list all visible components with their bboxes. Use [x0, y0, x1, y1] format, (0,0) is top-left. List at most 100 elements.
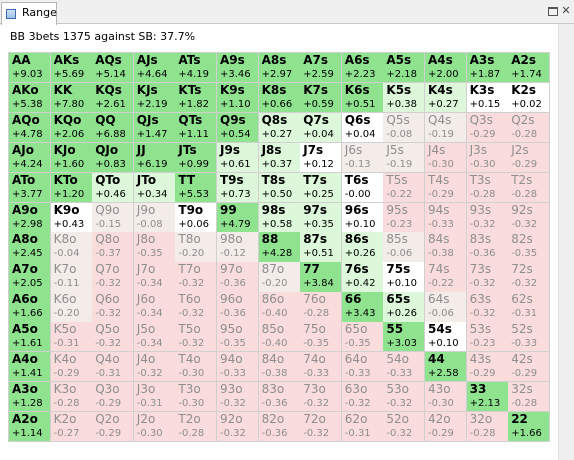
hand-cell[interactable]: T6o -0.32 [175, 292, 218, 323]
vertical-scrollbar[interactable] [558, 24, 574, 460]
hand-cell[interactable]: Q6s +0.04 [341, 112, 384, 144]
hand-cell[interactable]: K8s +0.66 [258, 82, 301, 114]
hand-cell[interactable]: 94o -0.33 [217, 352, 260, 383]
hand-cell[interactable]: Q2s -0.28 [508, 112, 551, 144]
hand-cell[interactable]: 65s +0.26 [383, 292, 426, 323]
hand-cell[interactable]: Q9s +0.54 [217, 112, 260, 144]
hand-cell[interactable]: K9o +0.43 [50, 202, 93, 233]
hand-cell[interactable]: 95o -0.35 [217, 322, 260, 353]
hand-cell[interactable]: 63o -0.32 [341, 381, 384, 413]
hand-cell[interactable]: 86o -0.40 [258, 292, 301, 323]
hand-cell[interactable]: 52o -0.32 [383, 411, 426, 443]
hand-cell[interactable]: J9s +0.61 [217, 142, 260, 174]
hand-cell[interactable]: A2s +1.74 [508, 53, 551, 84]
hand-cell[interactable]: KK +7.80 [50, 82, 93, 114]
hand-cell[interactable]: J2s -0.29 [508, 142, 551, 174]
hand-cell[interactable]: T8s +0.50 [258, 172, 301, 203]
hand-cell[interactable]: AJo +4.24 [9, 142, 52, 174]
hand-cell[interactable]: Q4s -0.19 [425, 112, 468, 144]
hand-cell[interactable]: 83s -0.36 [466, 232, 509, 263]
close-window-icon[interactable]: ✕ [561, 4, 571, 17]
hand-cell[interactable]: 95s -0.23 [383, 202, 426, 233]
hand-cell[interactable]: A5o +1.61 [9, 322, 52, 353]
hand-cell[interactable]: TT +5.53 [175, 172, 218, 203]
hand-cell[interactable]: J9o -0.08 [133, 202, 176, 233]
hand-cell[interactable]: 76s +0.42 [341, 262, 384, 293]
hand-cell[interactable]: J5s -0.19 [383, 142, 426, 174]
hand-cell[interactable]: K5o -0.31 [50, 322, 93, 353]
hand-cell[interactable]: 33 +2.13 [466, 381, 509, 413]
hand-cell[interactable]: 88 +4.28 [258, 232, 301, 263]
hand-cell[interactable]: 65o -0.35 [341, 322, 384, 353]
hand-cell[interactable]: JJ +6.19 [133, 142, 176, 174]
hand-cell[interactable]: K4o -0.29 [50, 352, 93, 383]
hand-cell[interactable]: QTs +1.11 [175, 112, 218, 144]
hand-cell[interactable]: AKs +5.69 [50, 53, 93, 84]
hand-cell[interactable]: 96s +0.10 [341, 202, 384, 233]
hand-cell[interactable]: QQ +6.88 [92, 112, 135, 144]
hand-cell[interactable]: T3o -0.30 [175, 381, 218, 413]
hand-cell[interactable]: AQs +5.14 [92, 53, 135, 84]
hand-cell[interactable]: K5s +0.38 [383, 82, 426, 114]
hand-cell[interactable]: 99 +4.79 [217, 202, 260, 233]
hand-cell[interactable]: J4o -0.32 [133, 352, 176, 383]
hand-cell[interactable]: 97o -0.36 [217, 262, 260, 293]
hand-cell[interactable]: 73s -0.32 [466, 262, 509, 293]
hand-cell[interactable]: 93o -0.32 [217, 381, 260, 413]
hand-cell[interactable]: 82s -0.35 [508, 232, 551, 263]
hand-cell[interactable]: QJo +0.83 [92, 142, 135, 174]
hand-cell[interactable]: A2o +1.14 [9, 411, 52, 443]
hand-cell[interactable]: J2o -0.30 [133, 411, 176, 443]
hand-cell[interactable]: K3o -0.28 [50, 381, 93, 413]
hand-cell[interactable]: 43s -0.29 [466, 352, 509, 383]
hand-cell[interactable]: J3s -0.30 [466, 142, 509, 174]
hand-cell[interactable]: K7s +0.59 [300, 82, 343, 114]
hand-cell[interactable]: JTs +0.99 [175, 142, 218, 174]
hand-cell[interactable]: A8o +2.45 [9, 232, 52, 263]
hand-cell[interactable]: 22 +1.66 [508, 411, 551, 443]
hand-cell[interactable]: Q8o -0.37 [92, 232, 135, 263]
hand-cell[interactable]: J7s +0.12 [300, 142, 343, 174]
hand-cell[interactable]: AKo +5.38 [9, 82, 52, 114]
hand-cell[interactable]: KJs +2.19 [133, 82, 176, 114]
hand-cell[interactable]: J8o -0.35 [133, 232, 176, 263]
hand-cell[interactable]: ATo +3.77 [9, 172, 52, 203]
hand-cell[interactable]: 62s -0.31 [508, 292, 551, 323]
hand-cell[interactable]: 74o -0.33 [300, 352, 343, 383]
hand-cell[interactable]: Q5o -0.32 [92, 322, 135, 353]
hand-cell[interactable]: K4s +0.27 [425, 82, 468, 114]
hand-cell[interactable]: A3s +1.87 [466, 53, 509, 84]
hand-cell[interactable]: 82o -0.36 [258, 411, 301, 443]
hand-cell[interactable]: 64s -0.06 [425, 292, 468, 323]
hand-cell[interactable]: Q4o -0.31 [92, 352, 135, 383]
hand-cell[interactable]: T2s -0.28 [508, 172, 551, 203]
hand-cell[interactable]: K2s +0.02 [508, 82, 551, 114]
hand-cell[interactable]: 52s -0.33 [508, 322, 551, 353]
hand-cell[interactable]: 32s -0.28 [508, 381, 551, 413]
hand-cell[interactable]: K7o -0.11 [50, 262, 93, 293]
hand-cell[interactable]: A4s +2.00 [425, 53, 468, 84]
hand-cell[interactable]: 54o -0.33 [383, 352, 426, 383]
hand-cell[interactable]: T4s -0.29 [425, 172, 468, 203]
hand-cell[interactable]: 85o -0.40 [258, 322, 301, 353]
hand-cell[interactable]: AQo +4.78 [9, 112, 52, 144]
hand-cell[interactable]: 84o -0.38 [258, 352, 301, 383]
hand-cell[interactable]: Q9o -0.15 [92, 202, 135, 233]
hand-cell[interactable]: T4o -0.30 [175, 352, 218, 383]
hand-cell[interactable]: T9s +0.73 [217, 172, 260, 203]
hand-cell[interactable]: 72o -0.32 [300, 411, 343, 443]
hand-cell[interactable]: A7s +2.59 [300, 53, 343, 84]
hand-cell[interactable]: 93s -0.32 [466, 202, 509, 233]
hand-cell[interactable]: Q7o -0.32 [92, 262, 135, 293]
hand-cell[interactable]: AA +9.03 [9, 53, 52, 84]
hand-cell[interactable]: 42s -0.29 [508, 352, 551, 383]
hand-cell[interactable]: 96o -0.36 [217, 292, 260, 323]
hand-cell[interactable]: A4o +1.41 [9, 352, 52, 383]
hand-cell[interactable]: T6s -0.00 [341, 172, 384, 203]
hand-cell[interactable]: 53o -0.32 [383, 381, 426, 413]
hand-cell[interactable]: A3o +1.28 [9, 381, 52, 413]
hand-cell[interactable]: T5s -0.22 [383, 172, 426, 203]
hand-cell[interactable]: T7o -0.32 [175, 262, 218, 293]
hand-cell[interactable]: J6o -0.34 [133, 292, 176, 323]
hand-cell[interactable]: T8o -0.20 [175, 232, 218, 263]
